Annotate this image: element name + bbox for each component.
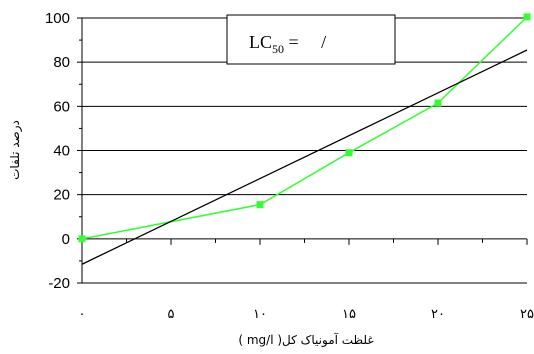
series-layer <box>78 13 531 265</box>
y-tick-label: 40 <box>53 143 70 160</box>
y-tick-label: 20 <box>53 187 70 204</box>
lc50-annotation-box <box>226 14 396 65</box>
data-point-marker <box>78 235 86 243</box>
y-tick-label: 80 <box>53 54 70 71</box>
x-tick-label: ۱۰ <box>253 307 267 322</box>
data-point-marker <box>434 99 442 107</box>
y-tick-label: 100 <box>45 10 70 27</box>
regression-line <box>81 49 528 265</box>
lc50-label-sub: 50 <box>272 42 284 56</box>
y-axis-title: درصد تلفات <box>8 120 23 180</box>
x-axis-title: غلظت آمونیاک کل( mg/l ) <box>238 332 373 348</box>
y-tick-label: -20 <box>48 275 70 292</box>
x-tick-label: ۲۰ <box>431 307 445 322</box>
data-point-marker <box>256 201 264 209</box>
x-tick-label: ۲۵ <box>520 307 534 322</box>
lc50-annotation: LC50 = / <box>226 14 396 65</box>
x-tick-label: ۰ <box>79 307 86 322</box>
y-tick-label: 0 <box>62 231 70 248</box>
y-tick-label: 60 <box>53 98 70 115</box>
lc50-label-rest: = / <box>284 32 326 52</box>
data-point-marker <box>523 13 531 21</box>
lc50-annotation-text: LC50 = / <box>249 32 326 56</box>
x-tick-label: ۵ <box>168 307 175 322</box>
x-tick-labels: ۰ ۵ ۱۰ ۱۵ ۲۰ ۲۵ <box>79 307 534 322</box>
data-point-marker <box>345 149 353 157</box>
x-tick-label: ۱۵ <box>342 307 356 322</box>
lc50-label-main: LC <box>249 32 272 52</box>
y-tick-labels: -20 0 20 40 60 80 100 <box>45 10 70 292</box>
